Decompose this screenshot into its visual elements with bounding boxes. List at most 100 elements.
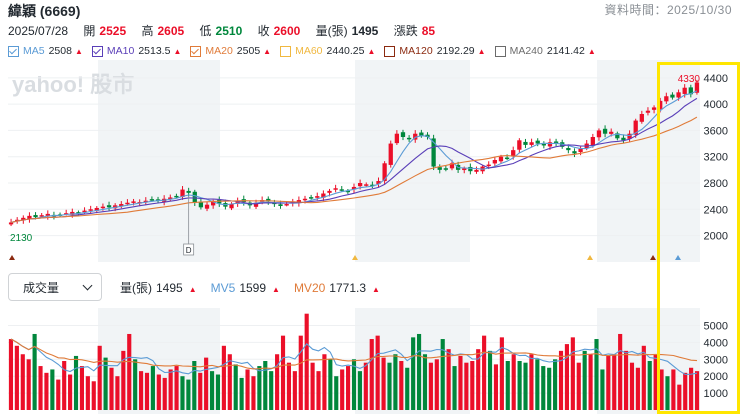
quote-header: 緯穎 (6669) 資料時間：2025/10/30 [8,0,732,20]
price-chart[interactable]: yahoo! 股市 2000 2400 2800 3200 3600 4000 4400 213… [0,60,740,262]
open-label: 開 [83,24,96,38]
ma-toggle-ma60[interactable]: MA60 2440.25 ▲ [280,45,375,57]
close-label: 收 [257,24,270,38]
candle-body [486,164,491,167]
volume-bar [529,354,534,410]
candle-body [388,143,393,165]
ma5-line [10,90,698,223]
candle-body [621,137,626,141]
change-label: 漲跌 [393,24,418,38]
candle-body [33,215,38,218]
triangle-up-icon: ▲ [263,46,272,56]
volume-bar [85,376,90,410]
volume-bar [257,366,262,410]
volume-bar [629,362,635,410]
volume-bar [68,374,73,410]
volume-bar [393,354,398,410]
volume-bar [381,357,386,410]
volume-legend: 量(張) 1495 ▲ MV5 1599 ▲ MV20 1771.3 ▲ [120,279,394,296]
volume-bar [340,369,345,410]
candle-body [229,204,234,209]
candle-body [413,133,418,140]
candle-body [39,215,44,217]
volume-bar [369,339,374,410]
volume-bar [647,361,652,410]
volume-bar [428,362,433,410]
y-tick-label: 2400 [704,204,728,216]
marker-box [183,243,195,256]
candle-body [694,82,700,93]
ma-value: 2508 [48,45,72,57]
candle-body [688,87,693,95]
volume-bar [677,384,682,410]
candle-body [186,190,191,193]
event-marker-icon [587,255,593,260]
candle-body [174,195,179,198]
volume-bar [56,379,61,410]
candle-body [572,151,577,154]
volume-bar [304,313,309,410]
ma-value: 2505 [236,45,261,57]
ma-toggle-ma120[interactable]: MA120 2192.29 ▲ [384,45,486,57]
open-value: 2525 [99,24,127,38]
volume-bar [162,377,167,410]
candle-body [333,188,338,190]
candle-body [615,133,620,139]
candle-body [351,186,357,190]
volume-tick-label: 3000 [704,354,728,366]
volume-bar [440,339,445,410]
volume-bar [363,362,368,410]
volume-bar [517,361,522,410]
volume-bar [671,369,676,410]
candle-body [266,198,271,202]
volume-bar [482,335,487,410]
candle-body [235,200,240,204]
candle-body [578,148,583,153]
volume-bar [103,357,108,410]
candle-body [155,199,161,201]
ma-toggle-ma10[interactable]: MA10 2513.5 ▲ [91,45,181,57]
y-tick-label: 2000 [704,231,728,243]
volume-bar [434,359,439,410]
volume-value: 1495 [351,24,379,38]
candle-body [541,143,546,146]
volume-bar [493,364,499,410]
volume-bar [280,335,286,410]
triangle-up-icon: ▲ [74,46,83,56]
indicator-select[interactable]: 成交量 [8,273,102,301]
volume-bar [487,350,493,410]
y-tick-label: 4000 [704,99,728,111]
volume-bar [174,366,179,410]
ma-value: 2192.29 [436,45,475,57]
volume-bar [62,361,67,410]
volume-bar [576,362,581,410]
ma-name: MA120 [399,45,433,57]
candle-body [302,198,308,201]
candle-body [658,100,663,109]
volume-bar [14,345,19,410]
candle-body [639,114,644,122]
event-marker-icon [650,255,656,260]
change-value: 85 [421,24,436,38]
ma-toggle-ma240[interactable]: MA240 2141.42 ▲ [494,45,596,57]
candle-body [566,147,571,151]
volume-bar [32,333,37,410]
low-value: 2510 [215,24,243,38]
candle-body [370,184,375,187]
volume-bar [582,350,587,410]
volume-bar [79,366,85,410]
y-tick-label: 4400 [704,73,728,85]
volume-bar [91,381,96,410]
ma-toggle-ma20[interactable]: MA20 2505 ▲ [190,45,271,57]
candle-body [382,163,387,182]
triangle-up-icon: ▲ [587,46,596,56]
quote-date: 2025/07/28 [8,24,69,38]
volume-bar [499,337,504,410]
volume-toolbar: 成交量 量(張) 1495 ▲ MV5 1599 ▲ MV20 1771.3 ▲ [8,272,394,302]
ma-toggle-ma5[interactable]: MA5 2508 ▲ [8,45,83,57]
volume-chart[interactable]: 1000 2000 3000 4000 5000 [0,308,740,414]
volume-bar [511,354,516,410]
checkbox-icon [8,45,19,57]
candle-body [45,213,50,217]
volume-bar [150,366,155,410]
